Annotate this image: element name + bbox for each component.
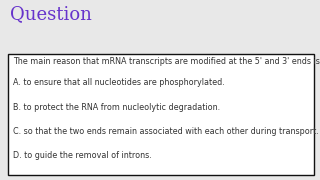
Text: Question: Question bbox=[10, 5, 92, 23]
Text: A. to ensure that all nucleotides are phosphorylated.: A. to ensure that all nucleotides are ph… bbox=[13, 78, 225, 87]
Text: The main reason that mRNA transcripts are modified at the 5' and 3' ends is:: The main reason that mRNA transcripts ar… bbox=[13, 57, 320, 66]
Text: B. to protect the RNA from nucleolytic degradation.: B. to protect the RNA from nucleolytic d… bbox=[13, 103, 220, 112]
Text: C. so that the two ends remain associated with each other during transport.: C. so that the two ends remain associate… bbox=[13, 127, 318, 136]
Text: D. to guide the removal of introns.: D. to guide the removal of introns. bbox=[13, 151, 152, 160]
FancyBboxPatch shape bbox=[8, 54, 314, 175]
